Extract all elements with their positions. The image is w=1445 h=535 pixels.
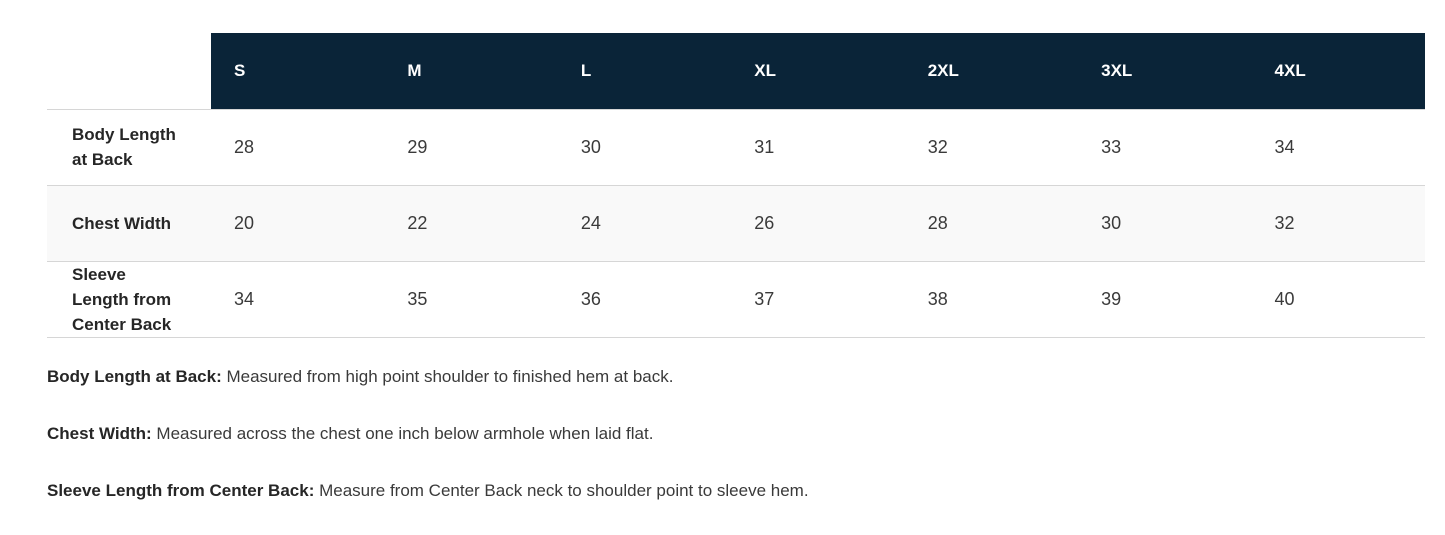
size-col-header-s: S — [211, 33, 385, 109]
size-value-cell: 31 — [754, 136, 775, 157]
size-col-header-l: L — [557, 33, 732, 109]
note-term: Body Length at Back: — [47, 366, 222, 386]
size-value-cell: 38 — [927, 288, 948, 309]
row-label-chest-width: Chest Width — [72, 213, 172, 233]
size-value-cell: 33 — [1101, 136, 1122, 157]
note-term: Chest Width: — [47, 423, 152, 443]
size-header-row: S M L XL 2XL 3XL 4XL — [47, 33, 1425, 109]
size-value-cell: 36 — [580, 288, 601, 309]
measurement-note-sleeve-length: Sleeve Length from Center Back: Measure … — [47, 478, 1425, 503]
size-chart-table: S M L XL 2XL 3XL 4XL Body Length at Back… — [47, 33, 1425, 338]
size-col-header-m: M — [384, 33, 558, 109]
size-value-cell: 30 — [1101, 212, 1122, 233]
size-value-cell: 29 — [407, 136, 428, 157]
table-row-body-length: Body Length at Back 28 29 30 31 32 33 34 — [47, 109, 1425, 185]
note-term: Sleeve Length from Center Back: — [47, 480, 315, 500]
size-col-header-2xl: 2XL — [904, 33, 1079, 109]
row-label-body-length: Body Length at Back — [72, 125, 176, 169]
note-description: Measured across the chest one inch below… — [156, 423, 654, 443]
measurement-note-chest-width: Chest Width: Measured across the chest o… — [47, 421, 1425, 446]
size-value-cell: 24 — [580, 212, 601, 233]
size-value-cell: 34 — [1274, 136, 1295, 157]
size-col-header-xl: XL — [731, 33, 905, 109]
size-value-cell: 35 — [407, 288, 428, 309]
size-value-cell: 28 — [234, 136, 255, 157]
size-value-cell: 34 — [234, 288, 255, 309]
note-description: Measure from Center Back neck to shoulde… — [319, 480, 809, 500]
size-col-header-3xl: 3XL — [1078, 33, 1252, 109]
size-value-cell: 39 — [1101, 288, 1122, 309]
table-row-chest-width: Chest Width 20 22 24 26 28 30 32 — [47, 185, 1425, 261]
size-value-cell: 30 — [580, 136, 601, 157]
size-value-cell: 32 — [1274, 212, 1295, 233]
size-col-header-4xl: 4XL — [1251, 33, 1425, 109]
note-description: Measured from high point shoulder to fin… — [226, 366, 674, 386]
measurement-note-body-length: Body Length at Back: Measured from high … — [47, 364, 1425, 389]
size-chart-section: S M L XL 2XL 3XL 4XL Body Length at Back… — [47, 33, 1425, 338]
size-value-cell: 20 — [234, 212, 255, 233]
size-value-cell: 32 — [927, 136, 948, 157]
table-row-sleeve-length: Sleeve Length from Center Back 34 35 36 … — [47, 261, 1425, 337]
size-value-cell: 28 — [927, 212, 948, 233]
corner-cell — [47, 33, 211, 109]
size-value-cell: 40 — [1274, 288, 1295, 309]
size-value-cell: 37 — [754, 288, 775, 309]
size-value-cell: 22 — [407, 212, 428, 233]
size-value-cell: 26 — [754, 212, 775, 233]
row-label-sleeve-length: Sleeve Length from Center Back — [72, 264, 172, 334]
measurement-notes: Body Length at Back: Measured from high … — [47, 364, 1425, 503]
